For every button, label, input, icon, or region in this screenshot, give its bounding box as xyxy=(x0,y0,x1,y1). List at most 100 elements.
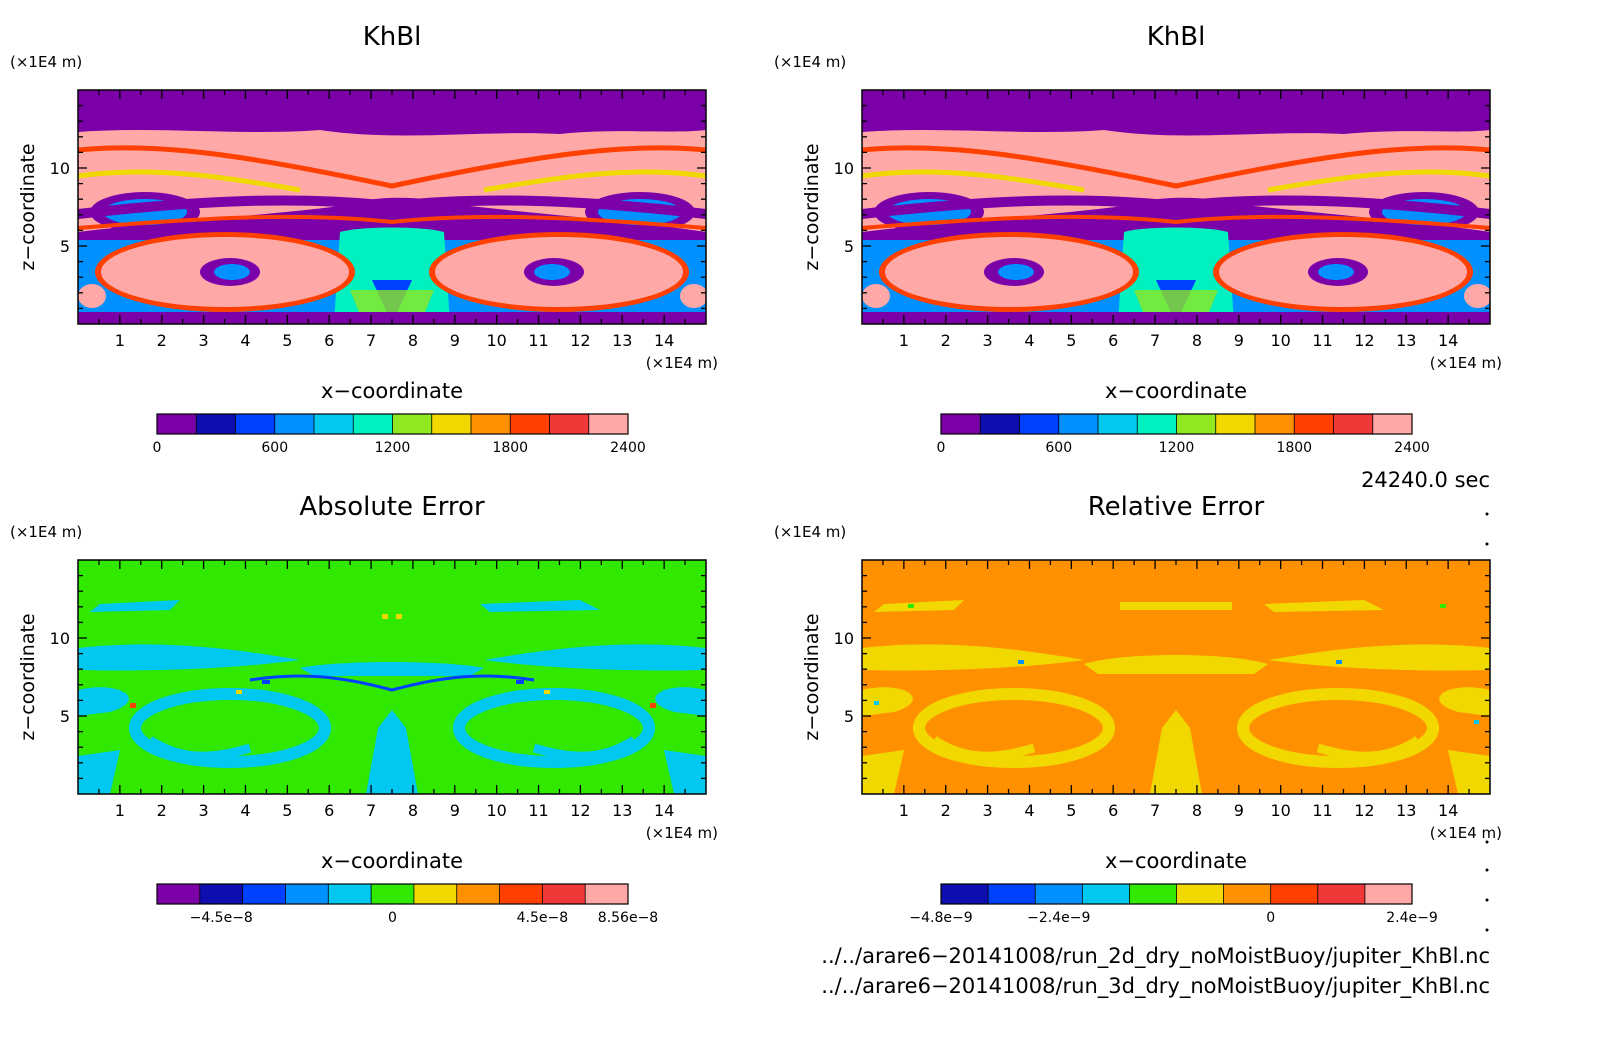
colorbar-label: 1200 xyxy=(1159,440,1195,456)
x-tick-label: 12 xyxy=(1354,801,1374,820)
x-tick-label: 10 xyxy=(1270,801,1290,820)
colorbar-swatch xyxy=(1317,884,1366,904)
x-tick-label: 3 xyxy=(199,331,209,350)
colorbar-swatch xyxy=(157,414,197,434)
colorbar-swatch xyxy=(1333,414,1374,434)
x-tick-label: 9 xyxy=(1234,331,1244,350)
colorbar-swatch xyxy=(1223,884,1272,904)
x-tick-label: 4 xyxy=(1024,801,1034,820)
x-axis-label: x−coordinate xyxy=(321,849,463,873)
y-axis-label: z−coordinate xyxy=(801,143,823,270)
y-unit-label: (×1E4 m) xyxy=(10,523,82,541)
x-tick-label: 8 xyxy=(408,801,418,820)
time-label: 24240.0 sec xyxy=(1361,468,1490,492)
colorbar-swatch xyxy=(274,414,315,434)
x-tick-label: 2 xyxy=(941,331,951,350)
colorbar-label: 1800 xyxy=(492,440,528,456)
colorbar-swatch xyxy=(1294,414,1334,434)
colorbar-swatch xyxy=(392,414,433,434)
colorbar-label: 1200 xyxy=(375,440,411,456)
x-tick-label: 1 xyxy=(115,801,125,820)
panel-title: KhBl xyxy=(1147,22,1206,52)
x-tick-label: 3 xyxy=(983,331,993,350)
x-tick-label: 7 xyxy=(366,801,376,820)
colorbar-label: 2400 xyxy=(1394,440,1430,456)
x-tick-label: 6 xyxy=(1108,801,1118,820)
x-tick-label: 5 xyxy=(1066,801,1076,820)
field-plot xyxy=(78,560,706,794)
panel-khbl-right: KhBl (×1E4 m) xyxy=(774,22,1502,456)
x-tick-marks xyxy=(862,90,1490,324)
colorbar-swatch xyxy=(585,884,629,904)
x-tick-label: 14 xyxy=(654,331,674,350)
x-tick-label: 2 xyxy=(157,801,167,820)
colorbar-swatch xyxy=(1058,414,1099,434)
colorbar-swatch xyxy=(235,414,276,434)
y-tick-label: 5 xyxy=(844,707,854,726)
colorbar-swatch xyxy=(1176,414,1217,434)
colorbar-swatch xyxy=(1372,414,1413,434)
field-plot xyxy=(862,90,1490,324)
x-unit-label: (×1E4 m) xyxy=(646,824,718,842)
x-tick-label: 5 xyxy=(282,331,292,350)
colorbar-swatch xyxy=(196,414,236,434)
x-tick-label: 4 xyxy=(240,801,250,820)
colorbar-swatch xyxy=(199,884,244,904)
colorbar-swatch xyxy=(588,414,629,434)
colorbar-label: 2400 xyxy=(610,440,646,456)
x-tick-label: 1 xyxy=(899,331,909,350)
x-tick-marks xyxy=(862,560,1490,794)
x-tick-labels: 1 2 3 4 5 6 7 8 9 10 11 12 13 14 xyxy=(899,801,1459,820)
colorbar-swatch xyxy=(285,884,329,904)
x-tick-label: 3 xyxy=(983,801,993,820)
colorbar-swatch xyxy=(471,414,511,434)
colorbar-swatch xyxy=(1019,414,1060,434)
x-tick-label: 5 xyxy=(1066,331,1076,350)
colorbar-swatch xyxy=(1098,414,1138,434)
y-tick-label: 5 xyxy=(844,237,854,256)
x-tick-labels: 1 2 3 4 5 6 7 8 9 10 11 12 13 14 xyxy=(115,801,675,820)
colorbar-swatch xyxy=(980,414,1020,434)
x-tick-label: 9 xyxy=(1234,801,1244,820)
panel-title: Relative Error xyxy=(1088,492,1265,522)
x-tick-label: 1 xyxy=(115,331,125,350)
x-tick-label: 10 xyxy=(1270,331,1290,350)
x-tick-label: 13 xyxy=(612,801,632,820)
x-axis-label: x−coordinate xyxy=(1105,379,1247,403)
colorbar-swatch xyxy=(314,414,354,434)
colorbar-swatch xyxy=(456,884,501,904)
colorbar-swatch xyxy=(157,884,201,904)
x-tick-label: 3 xyxy=(199,801,209,820)
x-tick-label: 6 xyxy=(324,801,334,820)
y-tick-labels: 5 10 xyxy=(834,159,854,256)
y-axis-label: z−coordinate xyxy=(17,143,39,270)
x-tick-label: 14 xyxy=(654,801,674,820)
y-tick-labels: 5 10 xyxy=(50,159,70,256)
x-tick-label: 10 xyxy=(486,331,506,350)
x-tick-label: 1 xyxy=(899,801,909,820)
x-tick-label: 10 xyxy=(486,801,506,820)
y-tick-label: 10 xyxy=(834,159,854,178)
field-plot xyxy=(862,560,1490,794)
x-tick-label: 8 xyxy=(408,331,418,350)
y-tick-label: 10 xyxy=(50,159,70,178)
y-tick-label: 5 xyxy=(60,707,70,726)
file-path-2d: ../../arare6−20141008/run_2d_dry_noMoist… xyxy=(821,944,1490,969)
colorbar-swatch xyxy=(941,884,989,904)
colorbar-swatch xyxy=(431,414,472,434)
colorbar-swatch xyxy=(1255,414,1295,434)
x-tick-label: 11 xyxy=(528,331,548,350)
colorbar-swatch xyxy=(1129,884,1177,904)
x-axis-label: x−coordinate xyxy=(1105,849,1247,873)
panel-title: Absolute Error xyxy=(299,492,485,522)
colorbar-label: −4.5e−8 xyxy=(190,910,253,926)
colorbar-swatch xyxy=(1215,414,1256,434)
x-tick-label: 5 xyxy=(282,801,292,820)
x-tick-label: 6 xyxy=(324,331,334,350)
x-tick-label: 11 xyxy=(528,801,548,820)
colorbar-label: 0 xyxy=(153,440,162,456)
colorbar-label: 8.56e−8 xyxy=(598,910,658,926)
colorbar: −4.5e−8 0 4.5e−8 8.56e−8 xyxy=(156,883,658,926)
file-path-3d: ../../arare6−20141008/run_3d_dry_noMoist… xyxy=(821,974,1490,999)
